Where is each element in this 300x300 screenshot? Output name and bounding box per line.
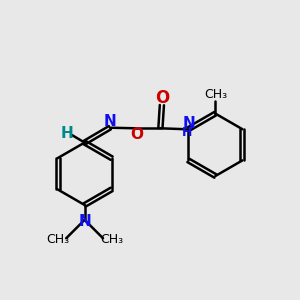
Text: N: N: [104, 114, 116, 129]
Text: O: O: [155, 89, 169, 107]
Text: N: N: [183, 116, 195, 131]
Text: N: N: [78, 214, 91, 229]
Text: O: O: [130, 127, 143, 142]
Text: CH₃: CH₃: [100, 233, 123, 246]
Text: H: H: [60, 126, 73, 141]
Text: CH₃: CH₃: [46, 233, 69, 246]
Text: CH₃: CH₃: [204, 88, 227, 101]
Text: H: H: [182, 126, 192, 139]
